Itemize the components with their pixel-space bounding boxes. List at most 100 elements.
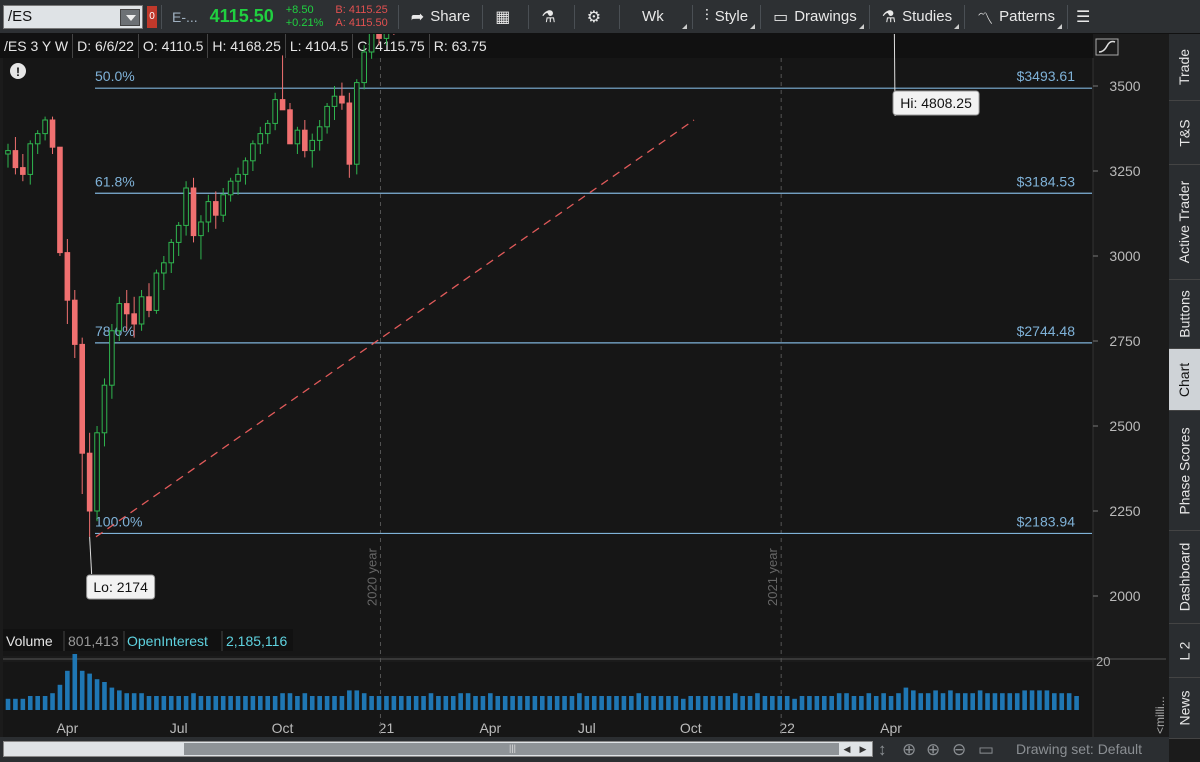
tab-chart[interactable]: Chart xyxy=(1169,349,1200,411)
candle-body xyxy=(250,143,256,162)
tab-dashboard[interactable]: Dashboard xyxy=(1169,531,1200,624)
volume-bar xyxy=(198,696,204,710)
style-button[interactable]: ⫶ Style xyxy=(697,2,756,32)
chevron-down-icon[interactable] xyxy=(120,8,140,26)
resize-icon[interactable]: ↕ xyxy=(878,740,887,759)
candle-body xyxy=(71,299,78,345)
link-flag[interactable]: 0 xyxy=(147,5,157,28)
candle-body xyxy=(175,224,182,243)
divider xyxy=(482,4,484,29)
studies-button[interactable]: ⚗ Studies xyxy=(874,2,960,32)
volume-bar xyxy=(235,696,241,710)
volume-bar xyxy=(13,698,18,710)
bid-ask: B: 4115.25 A: 4115.50 xyxy=(329,4,393,30)
volume-bar xyxy=(502,696,508,710)
patterns-button[interactable]: 〽 Patterns xyxy=(969,2,1063,32)
tab-buttons[interactable]: Buttons xyxy=(1169,280,1200,349)
more-button[interactable]: ☰ xyxy=(1072,2,1100,32)
volume-bar xyxy=(339,696,345,710)
fibonacci-retracement[interactable]: 0.0%$4803.2823.6%$4185.1238.2%$3802.6950… xyxy=(95,34,1092,535)
share-button[interactable]: ➦ Share xyxy=(403,2,478,32)
drawings-label: Drawings xyxy=(794,8,857,25)
volume-bar xyxy=(903,687,909,710)
volume-bar xyxy=(539,696,545,710)
volume-bar xyxy=(784,696,790,710)
volume-bar xyxy=(1066,693,1072,710)
drawings-button[interactable]: ▭ Drawings xyxy=(765,2,865,32)
trendline[interactable] xyxy=(95,119,695,538)
horizontal-scrollbar[interactable]: ||| ◀ ▶ xyxy=(3,741,873,757)
flask-button[interactable]: ⚗ xyxy=(533,2,569,32)
grid-button[interactable]: ▦ xyxy=(487,2,524,32)
candle-body xyxy=(302,129,308,152)
bar-low: L: 4104.5 xyxy=(286,34,354,58)
volume-bar xyxy=(1014,693,1020,710)
tab-active-trader[interactable]: Active Trader xyxy=(1169,165,1200,280)
tab-l-2[interactable]: L 2 xyxy=(1169,624,1200,678)
volume-bar xyxy=(629,696,634,710)
period-markers: 2020 year 2021 year xyxy=(364,58,782,737)
side-tab-label: T&S xyxy=(1176,118,1193,147)
candle-body xyxy=(138,296,145,325)
bar-open: O: 4110.5 xyxy=(139,34,209,58)
volume-bar xyxy=(873,696,879,710)
tab-phase-scores[interactable]: Phase Scores xyxy=(1169,411,1200,531)
volume-axis-tick: 20 xyxy=(1096,654,1110,669)
candle-body xyxy=(94,432,100,512)
volume-bar xyxy=(933,690,938,710)
candle-body xyxy=(331,95,338,107)
volume-bar xyxy=(577,693,582,710)
price-chart[interactable]: 2000225025002750300032503500375040004250… xyxy=(0,34,1169,737)
candle-body xyxy=(309,139,316,152)
tab-t-s[interactable]: T&S xyxy=(1169,101,1200,165)
volume-bar xyxy=(725,696,731,710)
zoom-in-icon[interactable]: ⊕ xyxy=(926,740,941,759)
aggregation-button[interactable]: Wk xyxy=(624,2,688,32)
trendline-segment[interactable] xyxy=(95,119,695,538)
flask-icon: ⚗ xyxy=(881,8,897,26)
alert-icon[interactable] xyxy=(10,63,26,79)
symbol-selector[interactable]: /ES xyxy=(3,4,143,29)
tab-news[interactable]: News xyxy=(1169,678,1200,739)
volume-bar xyxy=(443,696,449,710)
scroll-right-icon[interactable]: ▶ xyxy=(859,743,867,754)
symbol-text: /ES xyxy=(8,8,33,25)
candle-body xyxy=(212,201,219,216)
volume-bar xyxy=(792,698,797,710)
volume-bar xyxy=(332,696,337,710)
volume-bar xyxy=(324,696,330,710)
volume-bar xyxy=(710,696,716,710)
candle-body xyxy=(183,187,189,226)
volume-bar xyxy=(354,690,360,710)
volume-bar xyxy=(636,693,642,710)
price-scale-toggle-icon[interactable] xyxy=(1094,36,1122,58)
side-tab-label: Chart xyxy=(1176,362,1193,397)
volume-bar xyxy=(480,696,486,710)
volume-bar xyxy=(35,696,40,710)
scroll-left-icon[interactable]: ◀ xyxy=(843,743,851,754)
price-pane[interactable] xyxy=(3,58,1093,656)
volume-bar xyxy=(896,693,901,710)
candle-body xyxy=(294,129,301,145)
candle-body xyxy=(205,201,212,223)
bottom-bar: ||| ◀ ▶ ↕ ⊕ ⊕ ⊖ ▭ Drawing set: Default xyxy=(0,737,1169,762)
scrollbar-thumb[interactable]: ||| xyxy=(184,743,839,755)
drawing-set-selector[interactable]: Drawing set: Default xyxy=(1016,741,1143,757)
volume-bar xyxy=(1029,690,1035,710)
volume-bar xyxy=(369,696,374,710)
volume-bar xyxy=(428,693,434,710)
volume-bar xyxy=(376,696,382,710)
volume-bar xyxy=(473,696,478,710)
time-axis[interactable]: Apr Jul Oct 21 Apr Jul Oct 22 Apr xyxy=(56,720,902,736)
time-tick-label: Apr xyxy=(56,720,78,736)
grid-icon: ▦ xyxy=(495,8,511,26)
side-tab-label: News xyxy=(1176,690,1193,726)
zoom-out-icon[interactable]: ⊖ xyxy=(952,740,967,759)
price-axis[interactable]: 2000225025002750300032503500375040004250… xyxy=(1093,34,1141,604)
settings-button[interactable]: ⚙ xyxy=(579,2,615,32)
zoom-box-icon[interactable]: ▭ xyxy=(978,740,995,759)
crosshair-icon[interactable]: ⊕ xyxy=(902,740,917,759)
volume-bar xyxy=(398,696,404,710)
high-label: Hi: 4808.25 xyxy=(900,95,972,111)
tab-trade[interactable]: Trade xyxy=(1169,34,1200,101)
